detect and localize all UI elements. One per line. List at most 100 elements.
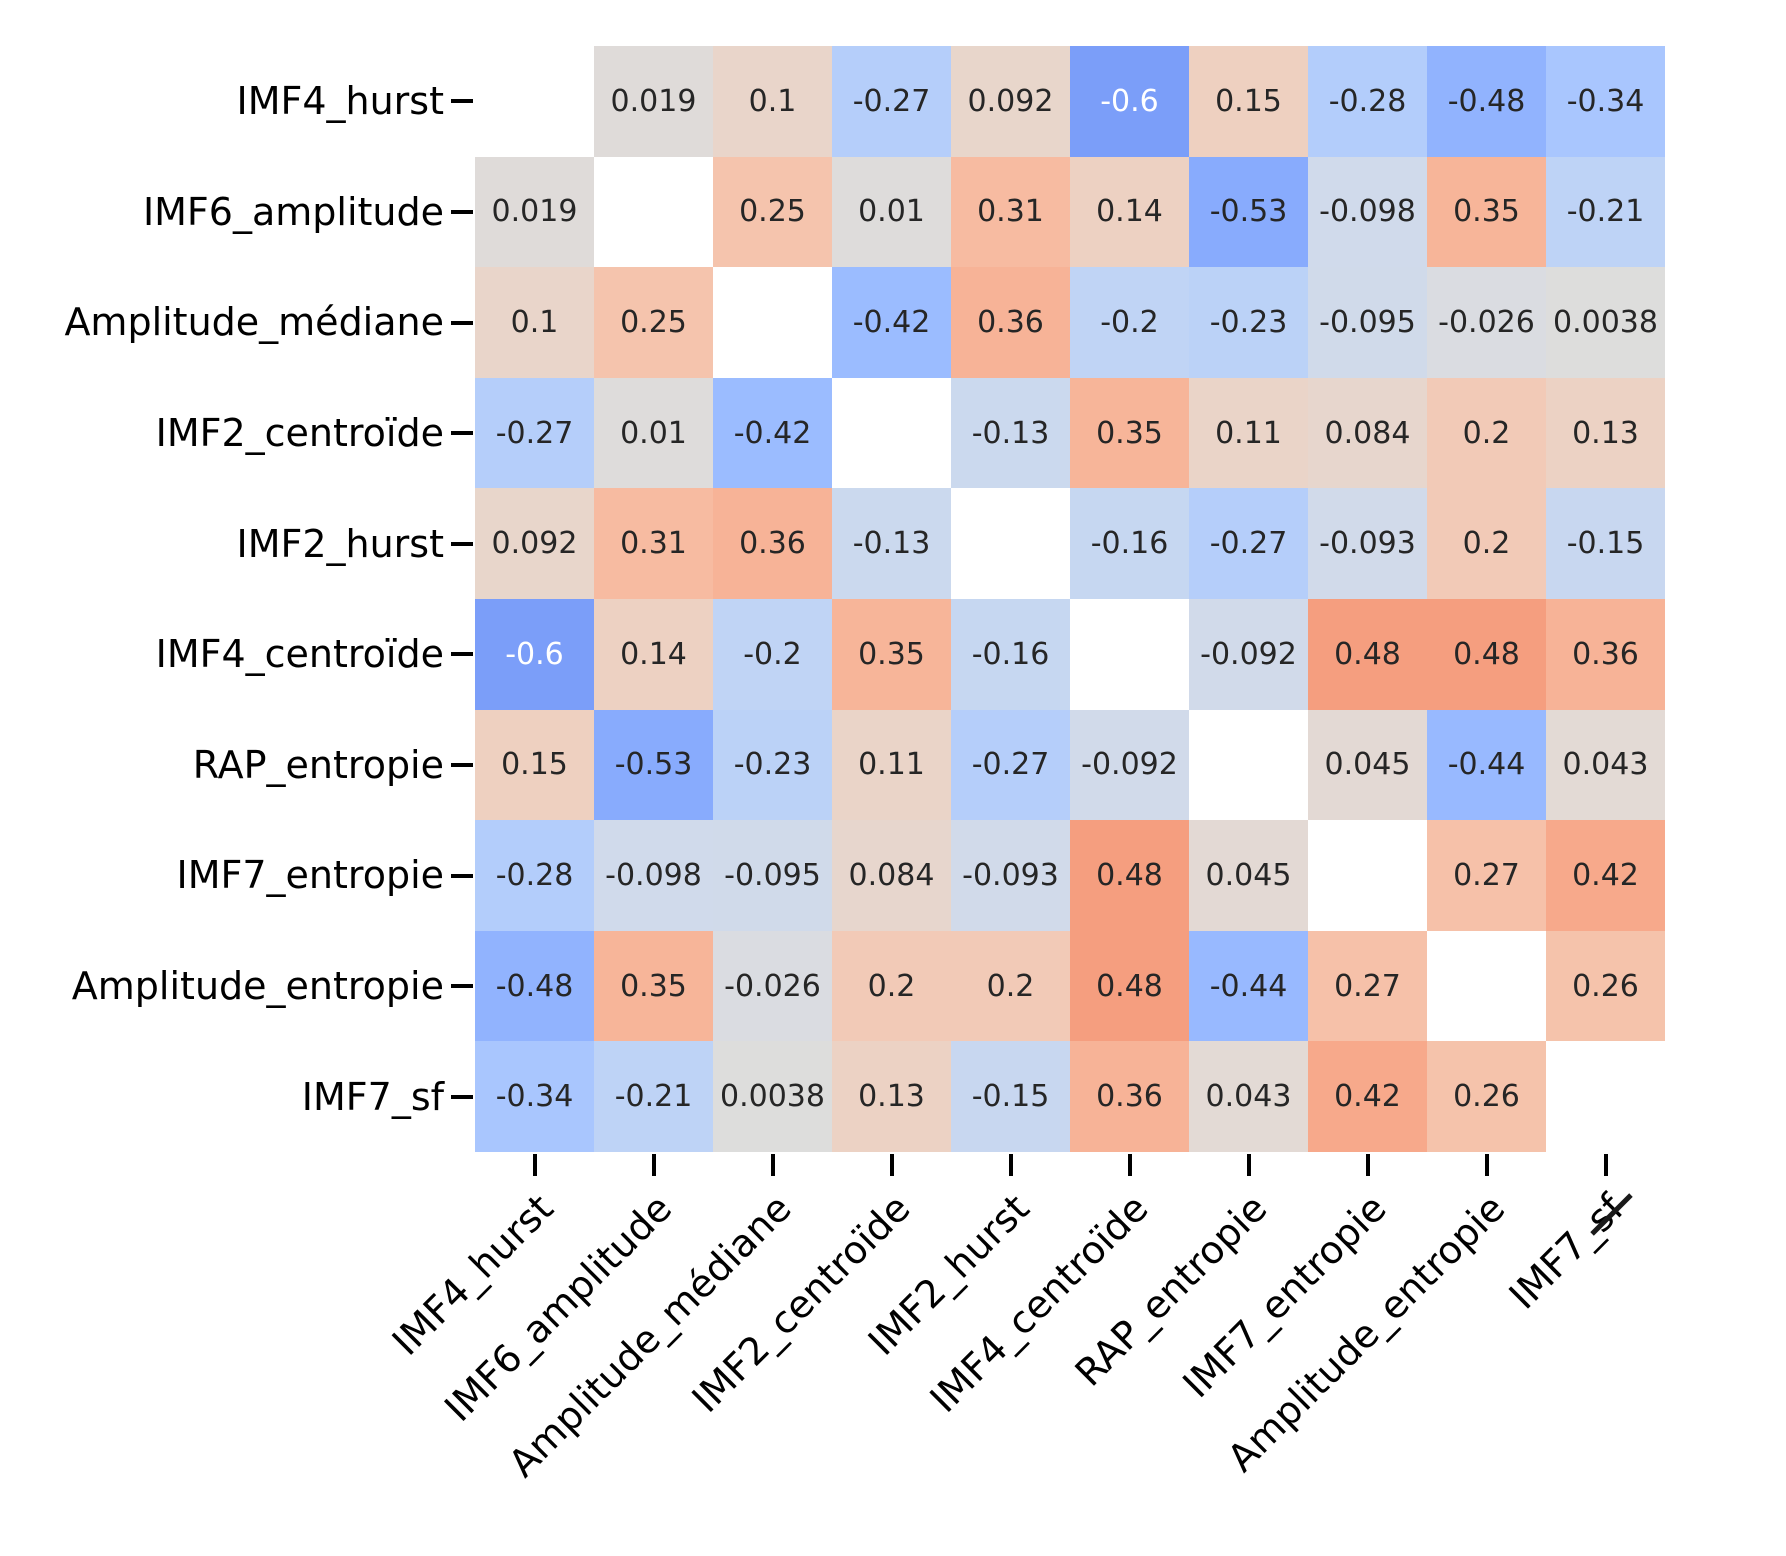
heatmap-cell: -0.16: [1070, 488, 1189, 599]
heatmap-cell: 0.36: [713, 488, 832, 599]
heatmap-cell: 0.019: [475, 156, 594, 268]
x-tick-mark: [1603, 1154, 1608, 1176]
heatmap-cell: -0.093: [1308, 488, 1427, 599]
heatmap-cell: -0.53: [1189, 156, 1308, 268]
heatmap-cell: 0.25: [713, 156, 832, 268]
heatmap-cell: [1308, 820, 1427, 931]
heatmap-cell: 0.14: [1070, 156, 1189, 268]
x-tick-label: IMF4_centroïde: [921, 1186, 1157, 1422]
heatmap-cell: 0.01: [832, 156, 951, 268]
heatmap-cell: -0.095: [713, 820, 832, 931]
heatmap-cell: 0.11: [1189, 377, 1308, 489]
x-tick-label: IMF6_amplitude: [436, 1186, 681, 1430]
heatmap-cell: -0.092: [1189, 598, 1308, 710]
y-tick-mark: [451, 652, 473, 657]
heatmap-cell: [1427, 930, 1546, 1042]
heatmap-cell: [951, 488, 1070, 599]
x-tick-label: IMF7_sf: [1500, 1186, 1633, 1318]
y-tick-label: IMF2_centroïde: [155, 411, 444, 456]
y-tick-label: Amplitude_entropie: [71, 964, 444, 1009]
heatmap-cell: [1546, 1041, 1665, 1152]
heatmap-cell: 0.2: [951, 930, 1070, 1042]
heatmap-cell: -0.53: [594, 709, 713, 821]
heatmap-cell: -0.026: [1427, 267, 1546, 378]
y-tick-mark: [451, 762, 473, 767]
heatmap-cell: 0.48: [1070, 820, 1189, 931]
heatmap-cell: 0.01: [594, 377, 713, 489]
heatmap-cell: -0.6: [475, 598, 594, 710]
heatmap-cell: -0.42: [713, 377, 832, 489]
heatmap-cell: -0.27: [832, 46, 951, 157]
heatmap-cell: [475, 46, 594, 157]
heatmap-cell: 0.48: [1070, 930, 1189, 1042]
y-tick-mark: [451, 209, 473, 214]
heatmap-cell: 0.15: [475, 709, 594, 821]
x-tick-label: IMF7_entropie: [1174, 1186, 1395, 1407]
y-tick-label: IMF7_sf: [301, 1074, 444, 1119]
heatmap-cell: 0.14: [594, 598, 713, 710]
heatmap-cell: -0.15: [951, 1041, 1070, 1152]
y-tick-label: IMF7_entropie: [176, 853, 444, 898]
heatmap-cell: 0.42: [1546, 820, 1665, 931]
x-tick-mark: [1365, 1154, 1370, 1176]
heatmap-cell: -0.21: [1546, 156, 1665, 268]
heatmap-cell: 0.15: [1189, 46, 1308, 157]
y-tick-mark: [451, 541, 473, 546]
heatmap-cell: 0.35: [832, 598, 951, 710]
heatmap-cell: 0.36: [1546, 598, 1665, 710]
heatmap-grid: 0.019 0.1 -0.27 0.092 -0.6 0.15 -0.28 -0.48 -0.3…: [475, 46, 1665, 1152]
heatmap-cell: 0.26: [1427, 1041, 1546, 1152]
heatmap-cell: 0.13: [1546, 377, 1665, 489]
y-tick-mark: [451, 984, 473, 989]
x-tick-mark: [1127, 1154, 1132, 1176]
heatmap-cell: -0.13: [951, 377, 1070, 489]
y-tick-label: IMF6_amplitude: [142, 189, 444, 234]
x-tick-mark: [1246, 1154, 1251, 1176]
heatmap-cell: -0.026: [713, 930, 832, 1042]
heatmap-cell: 0.092: [951, 46, 1070, 157]
heatmap-cell: -0.098: [1308, 156, 1427, 268]
heatmap-cell: 0.31: [594, 488, 713, 599]
x-tick-mark: [889, 1154, 894, 1176]
heatmap-cell: -0.23: [713, 709, 832, 821]
heatmap-cell: 0.1: [475, 267, 594, 378]
heatmap-cell: -0.48: [475, 930, 594, 1042]
heatmap-cell: -0.27: [475, 377, 594, 489]
heatmap-cell: 0.35: [1070, 377, 1189, 489]
heatmap-cell: 0.13: [832, 1041, 951, 1152]
heatmap-cell: 0.48: [1308, 598, 1427, 710]
y-tick-mark: [451, 431, 473, 436]
y-tick-label: RAP_entropie: [192, 742, 444, 787]
heatmap-cell: 0.36: [1070, 1041, 1189, 1152]
heatmap-cell: 0.045: [1308, 709, 1427, 821]
heatmap-cell: -0.28: [1308, 46, 1427, 157]
heatmap-cell: 0.27: [1308, 930, 1427, 1042]
heatmap-cell: -0.13: [832, 488, 951, 599]
heatmap-cell: 0.11: [832, 709, 951, 821]
heatmap-cell: -0.48: [1427, 46, 1546, 157]
y-tick-mark: [451, 873, 473, 878]
heatmap-cell: -0.42: [832, 267, 951, 378]
heatmap-cell: -0.23: [1189, 267, 1308, 378]
heatmap-cell: 0.019: [594, 46, 713, 157]
heatmap-cell: 0.2: [1427, 377, 1546, 489]
heatmap-cell: [832, 377, 951, 489]
heatmap-cell: -0.27: [1189, 488, 1308, 599]
heatmap-cell: -0.28: [475, 820, 594, 931]
heatmap-cell: [1189, 709, 1308, 821]
y-tick-mark: [451, 320, 473, 325]
heatmap-cell: -0.34: [475, 1041, 594, 1152]
heatmap-cell: -0.27: [951, 709, 1070, 821]
y-tick-label: IMF2_hurst: [236, 521, 444, 566]
heatmap-cell: 0.36: [951, 267, 1070, 378]
y-tick-label: IMF4_centroïde: [155, 632, 444, 677]
heatmap-cell: 0.1: [713, 46, 832, 157]
heatmap-cell: 0.48: [1427, 598, 1546, 710]
heatmap-cell: -0.16: [951, 598, 1070, 710]
heatmap-cell: -0.21: [594, 1041, 713, 1152]
x-tick-mark: [651, 1154, 656, 1176]
heatmap-cell: -0.6: [1070, 46, 1189, 157]
heatmap-cell: 0.045: [1189, 820, 1308, 931]
heatmap-cell: 0.25: [594, 267, 713, 378]
